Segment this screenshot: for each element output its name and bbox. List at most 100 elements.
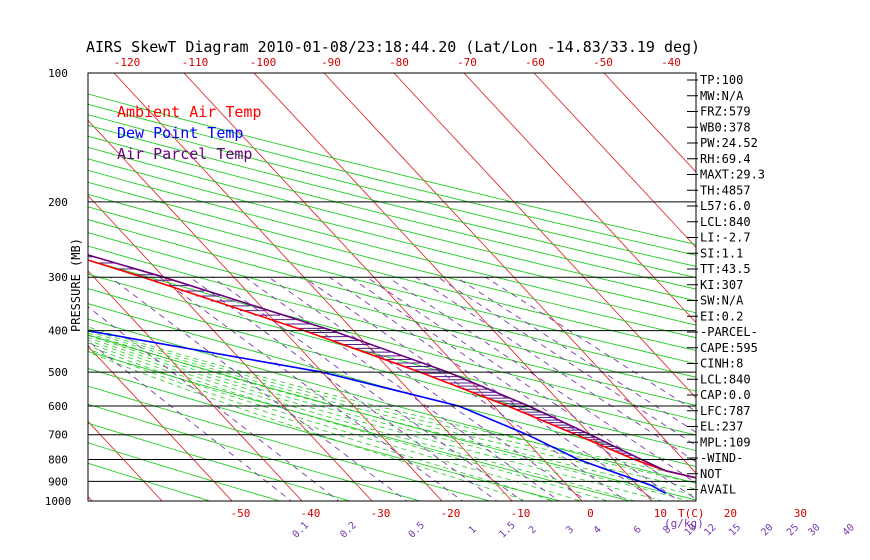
dry-adiabat-line (88, 124, 696, 279)
mixing-ratio-tick-label: 1.5 (497, 520, 518, 541)
air-parcel-temp-line (88, 254, 696, 479)
legend-entry: Air Parcel Temp (117, 145, 252, 163)
y-axis-label: PRESSURE (MB) (69, 238, 83, 332)
mixing-ratio-line (415, 276, 696, 463)
isotherm-line (88, 270, 303, 501)
temp-top-tick-label: -50 (593, 56, 613, 69)
mixing-ratio-tick-label: 1 (467, 524, 479, 536)
mixing-ratio-line (303, 276, 628, 501)
dry-adiabat-line (88, 232, 696, 392)
pressure-tick-label: 200 (48, 196, 68, 209)
mixing-ratio-tick-label: 0.5 (407, 520, 428, 541)
dry-adiabat-line (88, 181, 696, 339)
mixing-ratio-line (212, 276, 523, 501)
dry-adiabat-line (88, 422, 352, 501)
isotherm-line (463, 73, 696, 324)
temp-tick-label: 10 (654, 507, 667, 520)
index-entry: PW:24.52 (700, 136, 758, 150)
mixing-ratio-line (88, 340, 292, 501)
isotherm-line (183, 73, 583, 501)
moist-adiabat-line (88, 337, 663, 501)
dry-adiabat-line (88, 219, 696, 378)
moist-adiabat-line (88, 351, 528, 501)
temp-top-tick-label: -80 (389, 56, 409, 69)
index-entry: CAPE:595 (700, 341, 758, 355)
mixing-ratio-line (456, 276, 696, 433)
mixing-ratio-tick-label: 3 (564, 524, 576, 536)
isotherm-line (603, 73, 696, 173)
ambient-air-temp-line (88, 259, 696, 479)
pressure-tick-label: 800 (48, 454, 68, 467)
temp-top-tick-label: -40 (661, 56, 681, 69)
dry-adiabat-line (88, 158, 696, 314)
temp-top-tick-label: -70 (457, 56, 477, 69)
isotherm-line (0, 73, 30, 510)
index-entry: -WIND- (700, 451, 743, 465)
dry-adiabat-line (88, 206, 696, 365)
index-entry: LFC:787 (700, 404, 751, 418)
moist-adiabat-line (88, 342, 609, 501)
isotherm-line (323, 73, 696, 474)
dry-adiabat-line (88, 146, 696, 302)
dry-adiabat-line (88, 114, 696, 267)
mixing-ratio-tick-label: 2 (527, 524, 539, 536)
isotherm-line (88, 420, 163, 501)
pressure-tick-label: 700 (48, 429, 68, 442)
index-entry: SW:N/A (700, 294, 744, 308)
temp-tick-label: -50 (230, 507, 250, 520)
isotherm-line (88, 119, 443, 501)
isotherm-line (393, 73, 696, 399)
moist-adiabat-line (88, 332, 696, 497)
index-entry: CINH:8 (700, 357, 743, 371)
dry-adiabat-line (88, 334, 696, 501)
pressure-tick-label: 500 (48, 366, 68, 379)
index-entry: NOT (700, 467, 722, 481)
dry-adiabat-line (88, 259, 696, 421)
temp-tick-label: -20 (440, 507, 460, 520)
dry-adiabat-line (88, 350, 632, 501)
temp-tick-label: 30 (794, 507, 807, 520)
dry-adiabat-line (88, 135, 696, 290)
index-entry: TT:43.5 (700, 262, 751, 276)
temp-top-tick-label: -60 (525, 56, 545, 69)
mixing-ratio-line (159, 276, 464, 501)
dry-adiabat-line (88, 288, 696, 452)
legend-entry: Ambient Air Temp (117, 103, 262, 121)
index-entry: RH:69.4 (700, 152, 751, 166)
mixing-ratio-tick-label: 25 (785, 522, 801, 538)
moist-adiabat-line (88, 326, 696, 479)
mixing-ratio-tick-label: 40 (841, 522, 857, 538)
pressure-tick-label: 1000 (45, 495, 72, 508)
index-entry: KI:307 (700, 278, 743, 292)
index-entry: TH:4857 (700, 183, 751, 197)
temp-tick-label: 0 (587, 507, 594, 520)
mixing-ratio-line (268, 276, 588, 501)
dry-adiabat-line (88, 462, 212, 501)
pressure-tick-label: 600 (48, 400, 68, 413)
index-entry: TP:100 (700, 73, 743, 87)
mixing-ratio-tick-label: 30 (806, 522, 822, 538)
temp-tick-label: -30 (370, 507, 390, 520)
legend-entry: Dew Point Temp (117, 124, 243, 142)
pressure-tick-label: 400 (48, 325, 68, 338)
index-entry: SI:1.1 (700, 246, 743, 260)
index-entry: AVAIL (700, 483, 736, 497)
index-entry: LI:-2.7 (700, 231, 751, 245)
dry-adiabat-line (88, 368, 562, 501)
temp-top-tick-label: -120 (114, 56, 141, 69)
index-entry: WB0:378 (700, 120, 751, 134)
pressure-tick-label: 100 (48, 67, 68, 80)
mixing-ratio-tick-label: 12 (702, 522, 718, 538)
mixing-ratio-line (349, 276, 681, 501)
dry-adiabat-line (88, 318, 696, 484)
mixing-ratio-line (387, 276, 696, 484)
moist-adiabat-line (88, 345, 582, 501)
mixing-ratio-tick-label: 0.1 (291, 520, 312, 541)
isotherm-line (88, 496, 93, 501)
temp-tick-label: -10 (510, 507, 530, 520)
dry-adiabat-line (88, 245, 696, 406)
index-entry: MAXT:29.3 (700, 168, 765, 182)
isotherm-line (533, 73, 696, 248)
mixing-ratio-tick-label: 0.2 (338, 520, 359, 541)
